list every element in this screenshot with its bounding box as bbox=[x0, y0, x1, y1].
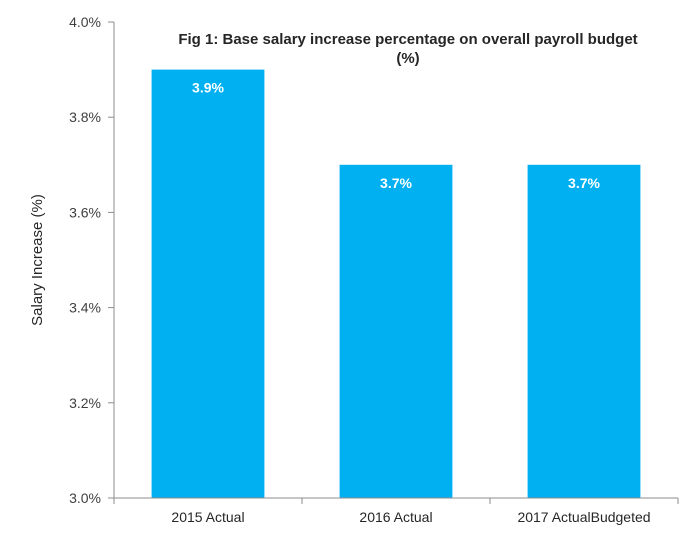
y-tick-label: 3.8% bbox=[69, 109, 101, 125]
x-tick-label-3: 2017 ActualBudgeted bbox=[517, 509, 650, 525]
y-axis-title: Salary Increase (%) bbox=[29, 194, 46, 326]
y-tick-label: 3.6% bbox=[69, 204, 101, 220]
x-tick-label-1: 2015 Actual bbox=[171, 509, 244, 525]
y-tick-label: 3.2% bbox=[69, 395, 101, 411]
data-labels-group: 3.9% 3.7% 3.7% bbox=[192, 80, 600, 191]
y-tick-label: 3.4% bbox=[69, 300, 101, 316]
bar-3 bbox=[527, 164, 641, 499]
data-label-3: 3.7% bbox=[568, 175, 600, 191]
bar-2 bbox=[339, 164, 453, 499]
y-tick-label: 3.0% bbox=[69, 490, 101, 506]
chart-title-line-1: Fig 1: Base salary increase percentage o… bbox=[178, 31, 637, 48]
y-tick-label: 4.0% bbox=[69, 14, 101, 30]
chart-title-line-2: (%) bbox=[396, 50, 419, 67]
x-tick-label-2: 2016 Actual bbox=[359, 509, 432, 525]
chart-title: Fig 1: Base salary increase percentage o… bbox=[178, 31, 637, 67]
bar-1 bbox=[151, 69, 265, 498]
data-label-1: 3.9% bbox=[192, 80, 224, 96]
y-axis: 3.0% 3.2% 3.4% 3.6% 3.8% 4.0% bbox=[69, 14, 115, 506]
x-axis: 2015 Actual 2016 Actual 2017 ActualBudgete… bbox=[113, 497, 679, 525]
data-label-2: 3.7% bbox=[380, 175, 412, 191]
bars-group bbox=[151, 69, 641, 499]
